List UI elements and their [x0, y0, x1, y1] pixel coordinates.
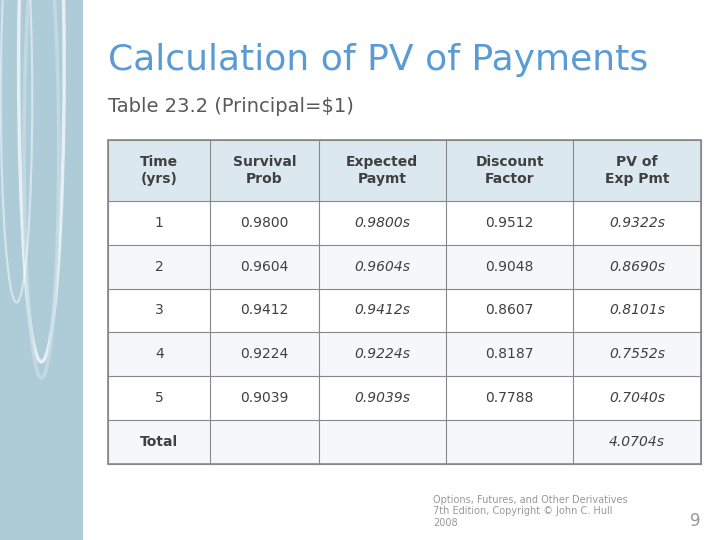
- Text: 0.9322s: 0.9322s: [609, 215, 665, 230]
- FancyBboxPatch shape: [108, 333, 701, 376]
- Text: Expected
Paymt: Expected Paymt: [346, 156, 418, 186]
- Text: 0.9039: 0.9039: [240, 392, 289, 406]
- Text: Options, Futures, and Other Derivatives
7th Edition, Copyright © John C. Hull
20: Options, Futures, and Other Derivatives …: [433, 495, 628, 528]
- Text: Total: Total: [140, 435, 179, 449]
- Text: Survival
Prob: Survival Prob: [233, 156, 296, 186]
- FancyBboxPatch shape: [108, 421, 701, 464]
- Text: 0.9412s: 0.9412s: [354, 303, 410, 318]
- Text: 0.9412: 0.9412: [240, 303, 289, 318]
- Text: 9: 9: [690, 511, 701, 530]
- Text: 0.9604s: 0.9604s: [354, 260, 410, 274]
- Text: 0.7788: 0.7788: [485, 392, 534, 406]
- Text: 4: 4: [155, 347, 163, 361]
- Text: 0.8187: 0.8187: [485, 347, 534, 361]
- Text: 5: 5: [155, 392, 163, 406]
- Text: 0.9048: 0.9048: [485, 260, 534, 274]
- Text: 0.7552s: 0.7552s: [609, 347, 665, 361]
- Text: 0.9224s: 0.9224s: [354, 347, 410, 361]
- Text: Discount
Factor: Discount Factor: [475, 156, 544, 186]
- Text: Time
(yrs): Time (yrs): [140, 156, 179, 186]
- Text: 0.8101s: 0.8101s: [609, 303, 665, 318]
- Text: 0.9224: 0.9224: [240, 347, 289, 361]
- Text: 0.8607: 0.8607: [485, 303, 534, 318]
- Text: 3: 3: [155, 303, 163, 318]
- Text: PV of
Exp Pmt: PV of Exp Pmt: [605, 156, 670, 186]
- FancyBboxPatch shape: [108, 288, 701, 333]
- Text: 1: 1: [155, 215, 163, 230]
- FancyBboxPatch shape: [108, 140, 701, 200]
- Text: 0.9039s: 0.9039s: [354, 392, 410, 406]
- Text: 4.0704s: 4.0704s: [609, 435, 665, 449]
- FancyBboxPatch shape: [108, 200, 701, 245]
- Text: Table 23.2 (Principal=$1): Table 23.2 (Principal=$1): [108, 97, 354, 116]
- Text: Calculation of PV of Payments: Calculation of PV of Payments: [108, 43, 649, 77]
- Text: 0.7040s: 0.7040s: [609, 392, 665, 406]
- Text: 0.9800s: 0.9800s: [354, 215, 410, 230]
- Text: 0.9604: 0.9604: [240, 260, 289, 274]
- FancyBboxPatch shape: [108, 245, 701, 288]
- Text: 2: 2: [155, 260, 163, 274]
- FancyBboxPatch shape: [108, 376, 701, 421]
- Text: 0.9512: 0.9512: [485, 215, 534, 230]
- Text: 0.9800: 0.9800: [240, 215, 289, 230]
- Text: 0.8690s: 0.8690s: [609, 260, 665, 274]
